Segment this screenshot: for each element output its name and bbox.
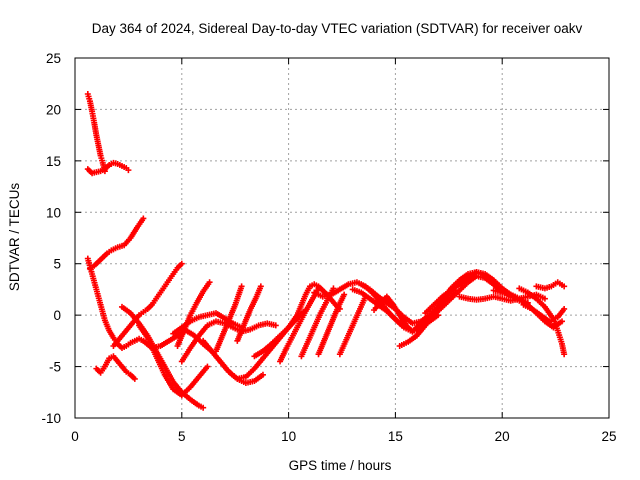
- data-point: [561, 283, 568, 290]
- data-point: [561, 305, 568, 312]
- y-tick-label: 15: [46, 154, 61, 169]
- data-point: [257, 283, 264, 290]
- x-tick-label: 15: [388, 429, 403, 444]
- series-track-4: [84, 255, 147, 352]
- data-point: [125, 167, 132, 174]
- y-tick-label: 5: [53, 257, 61, 272]
- data-point: [204, 363, 211, 370]
- series-track-8: [136, 322, 211, 399]
- x-axis-label: GPS time / hours: [289, 458, 392, 473]
- data-point: [341, 291, 348, 298]
- data-point: [259, 371, 266, 378]
- series-track-3: [86, 215, 147, 272]
- series-track-15: [200, 307, 309, 382]
- series-track-26: [413, 273, 531, 334]
- series-track-31: [533, 279, 568, 292]
- y-tick-label: 20: [46, 102, 61, 117]
- data-point: [561, 351, 568, 358]
- data-point: [206, 279, 213, 286]
- x-tick-label: 25: [601, 429, 616, 444]
- series-track-5: [93, 353, 138, 382]
- data-point: [559, 318, 566, 325]
- series-track-30: [516, 285, 568, 358]
- series-track-20: [315, 291, 348, 358]
- series-track-32: [520, 301, 568, 325]
- x-tick-label: 10: [281, 429, 296, 444]
- x-tick-label: 0: [71, 429, 79, 444]
- y-tick-label: -5: [49, 360, 61, 375]
- y-tick-label: 10: [46, 205, 61, 220]
- plot-frame: [74, 57, 610, 419]
- y-tick-label: 25: [46, 51, 61, 66]
- x-tick-label: 20: [495, 429, 510, 444]
- y-tick-labels: -10 -5 0 5 10 15 20 25: [41, 51, 61, 426]
- data-point: [200, 404, 207, 411]
- ticks: [74, 57, 610, 419]
- series-track-2: [84, 159, 132, 177]
- x-tick-labels: 0 5 10 15 20 25: [71, 429, 616, 444]
- data-point: [541, 295, 548, 302]
- series-track-7: [110, 260, 185, 349]
- series-track-14: [234, 283, 264, 344]
- y-tick-label: -10: [41, 411, 61, 426]
- series-track-17: [277, 285, 322, 365]
- data-point: [131, 375, 138, 382]
- grid: [75, 58, 609, 418]
- data-point: [272, 322, 279, 329]
- data-point: [330, 285, 337, 292]
- series-track-18: [298, 285, 337, 360]
- data-point: [238, 283, 245, 290]
- series-track-13: [212, 283, 245, 355]
- y-axis-label: SDTVAR / TECUs: [7, 183, 22, 292]
- data-point: [178, 260, 185, 267]
- x-tick-label: 5: [178, 429, 186, 444]
- chart-title: Day 364 of 2024, Sidereal Day-to-day VTE…: [92, 21, 583, 36]
- series-track-1: [84, 91, 108, 175]
- y-tick-label: 0: [53, 308, 61, 323]
- data-marks: [84, 91, 568, 411]
- series-track-12: [174, 279, 213, 349]
- data-point: [140, 215, 147, 222]
- data-point: [315, 285, 322, 292]
